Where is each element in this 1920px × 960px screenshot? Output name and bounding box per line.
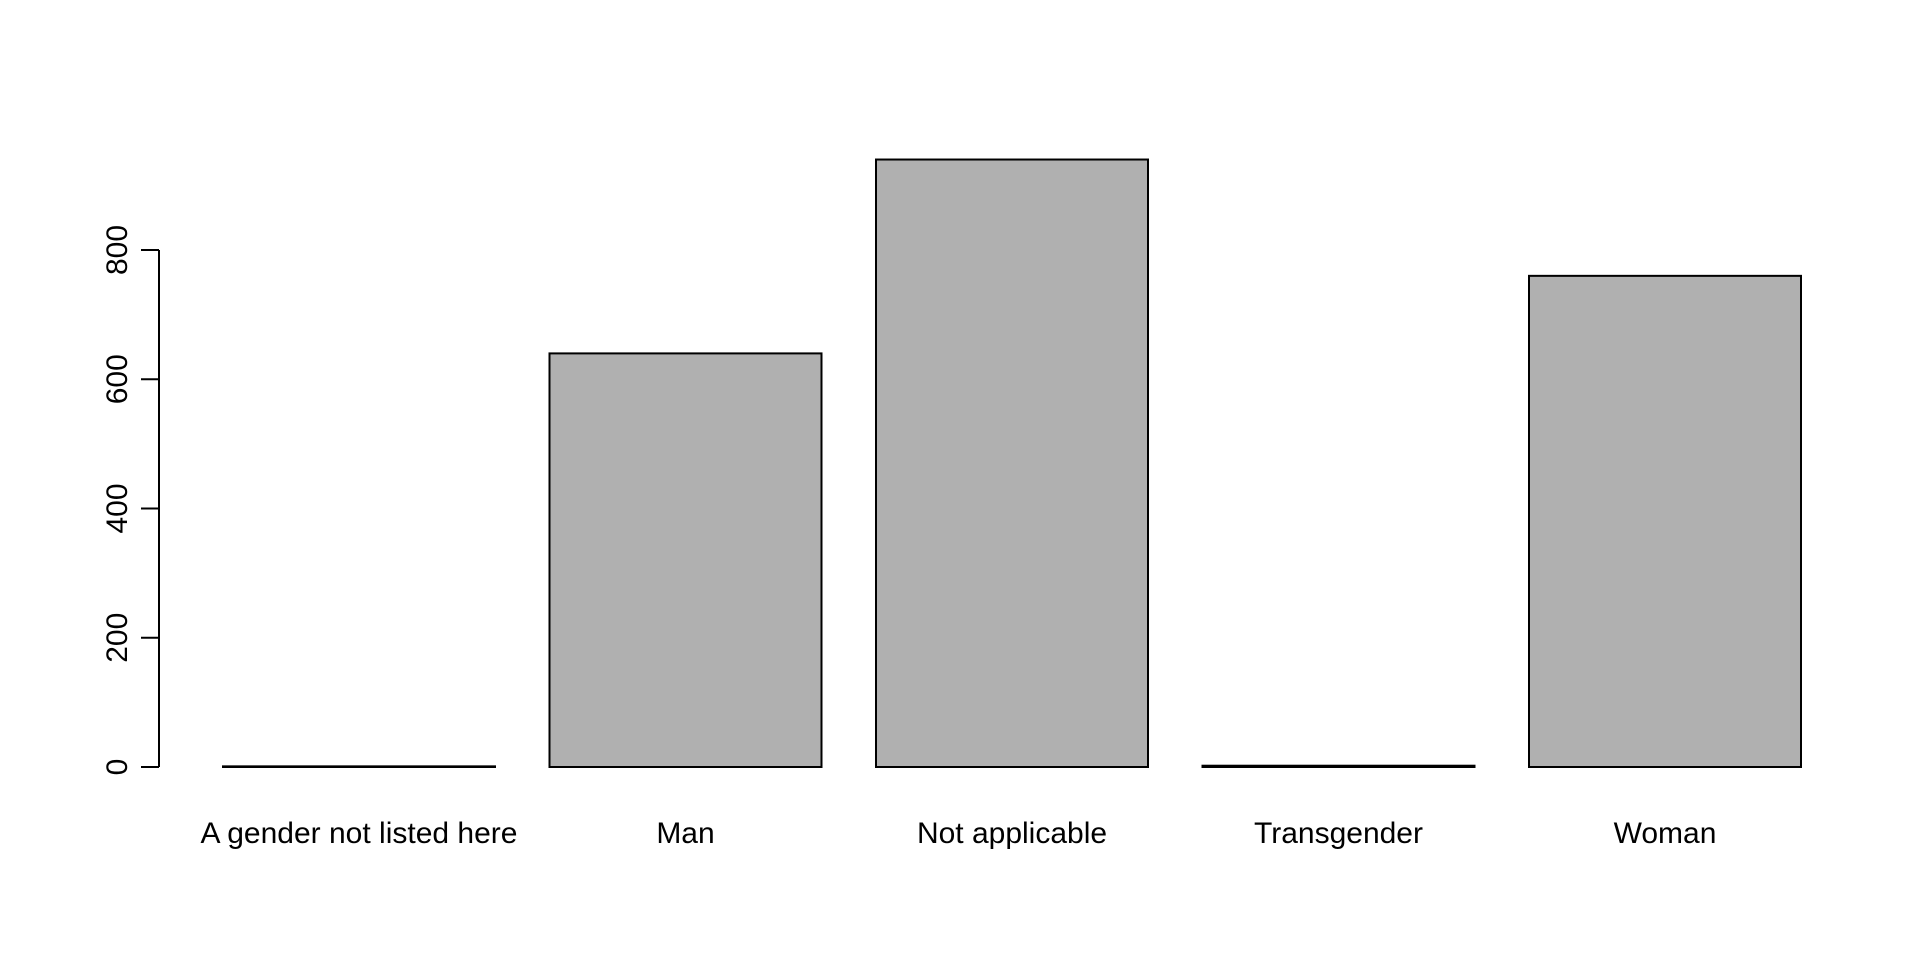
y-axis: 0 200 400 600 800 (101, 225, 160, 776)
x-category-label: Transgender (1254, 817, 1423, 850)
x-category-label: Not applicable (917, 817, 1107, 850)
bars (222, 158, 1802, 769)
x-category-label: Man (656, 817, 714, 850)
y-tick-label: 400 (101, 483, 134, 533)
bar (1201, 764, 1476, 769)
y-tick-label: 800 (101, 225, 134, 275)
x-category-label: Woman (1614, 817, 1717, 850)
y-tick-label: 600 (101, 354, 134, 404)
bar (548, 352, 823, 768)
bar (1528, 274, 1802, 768)
y-tick-label: 0 (101, 759, 134, 776)
bar (222, 765, 496, 769)
bar (875, 158, 1149, 768)
y-tick-label: 200 (101, 613, 134, 663)
x-axis-labels: A gender not listed here Man Not applicabl… (201, 817, 1717, 850)
x-category-label: A gender not listed here (201, 817, 518, 850)
